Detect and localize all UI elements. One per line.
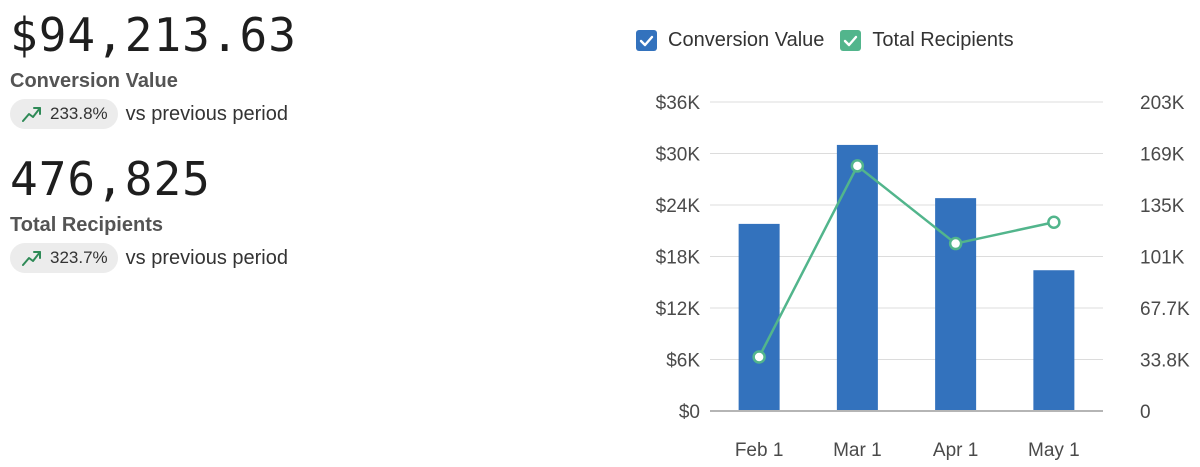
bars-conversion-value — [738, 144, 1075, 411]
y-right-tick-label: 0 — [1140, 402, 1151, 423]
total-recipients-change-row: 323.7% vs previous period — [10, 243, 288, 273]
y-left-tick-label: $0 — [679, 402, 700, 423]
total-recipients-amount: 476,825 — [10, 152, 211, 206]
x-tick-label: Apr 1 — [933, 440, 978, 461]
y-right-tick-label: 101K — [1140, 248, 1185, 269]
y-left-tick-label: $30K — [656, 145, 701, 166]
checkbox-checked-icon[interactable] — [840, 30, 862, 51]
legend-label-total-recipients: Total Recipients — [872, 29, 1014, 51]
legend-item-conversion-value[interactable]: Conversion Value — [636, 29, 824, 52]
y-left-tick-label: $6K — [666, 351, 700, 372]
trend-up-icon — [22, 107, 41, 122]
y-right-tick-label: 169K — [1140, 144, 1185, 165]
total-recipients-label: Total Recipients — [10, 214, 163, 236]
legend-item-total-recipients[interactable]: Total Recipients — [840, 29, 1014, 52]
y-right-tick-label: 203K — [1140, 93, 1185, 114]
conversion-value-change-row: 233.8% vs previous period — [10, 99, 297, 129]
x-tick-label: Mar 1 — [833, 440, 882, 461]
point-total-recipients[interactable] — [752, 350, 766, 364]
bar-conversion-value[interactable] — [935, 198, 977, 411]
point-total-recipients[interactable] — [850, 159, 865, 173]
axes: $0 $6K $12K $18K $24K $30K $36K 0 33.8K 67.7K 101K… — [656, 93, 1190, 461]
x-tick-label: May 1 — [1028, 440, 1080, 461]
point-total-recipients[interactable] — [1047, 215, 1061, 230]
y-left-tick-label: $36K — [656, 93, 701, 114]
y-left-tick-label: $24K — [656, 196, 701, 217]
bar-conversion-value[interactable] — [738, 223, 780, 411]
conversion-value-metric: $94,213.63 Conversion Value 233.8% vs pr… — [10, 12, 297, 129]
legend-label-conversion-value: Conversion Value — [668, 29, 825, 51]
conversion-value-label: Conversion Value — [10, 70, 178, 92]
y-right-tick-label: 33.8K — [1140, 351, 1190, 372]
conversion-value-change-badge: 233.8% — [10, 99, 118, 129]
y-left-tick-label: $18K — [656, 248, 701, 269]
total-recipients-change-percent: 323.7% — [50, 248, 108, 267]
chart-legend: Conversion Value Total Recipients — [636, 29, 1030, 52]
x-tick-label: Feb 1 — [735, 440, 784, 461]
trend-up-icon — [22, 251, 41, 266]
total-recipients-change-badge: 323.7% — [10, 243, 118, 273]
bar-conversion-value[interactable] — [836, 144, 878, 411]
total-recipients-metric: 476,825 Total Recipients 323.7% vs previ… — [10, 156, 288, 273]
y-left-tick-label: $12K — [656, 299, 701, 320]
conversion-value-change-percent: 233.8% — [50, 104, 108, 123]
conversion-value-change-text: vs previous period — [125, 102, 288, 125]
conversion-value-amount: $94,213.63 — [10, 8, 297, 62]
line-path-total-recipients — [758, 164, 1055, 358]
checkbox-checked-icon[interactable] — [636, 30, 657, 51]
bar-conversion-value[interactable] — [1033, 270, 1075, 411]
total-recipients-change-text: vs previous period — [125, 246, 288, 269]
y-right-tick-label: 67.7K — [1140, 299, 1190, 320]
line-total-recipients — [752, 159, 1061, 364]
combo-chart: $0 $6K $12K $18K $24K $30K $36K 0 33.8K 67.7K 101K… — [656, 93, 1190, 461]
y-right-tick-label: 135K — [1140, 196, 1185, 217]
point-total-recipients[interactable] — [948, 236, 963, 251]
